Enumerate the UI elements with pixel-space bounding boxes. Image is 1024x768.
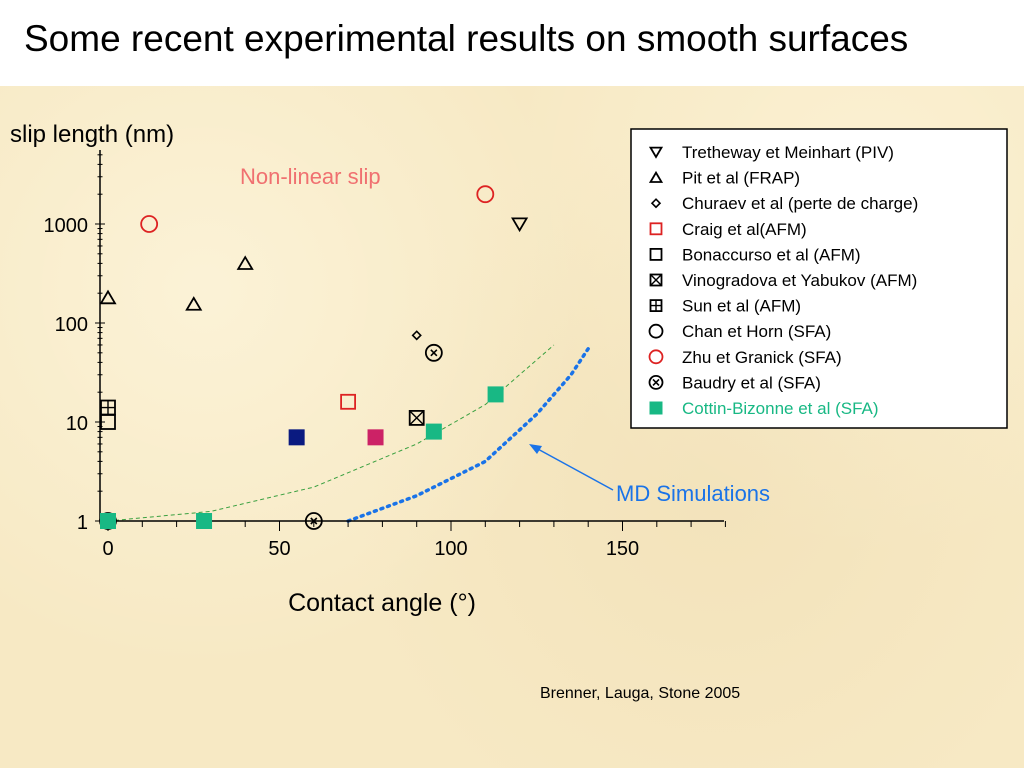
y-axis-label: slip length (nm) (10, 121, 174, 148)
legend-box (630, 128, 1008, 429)
data-point (140, 215, 159, 233)
data-point (340, 393, 357, 410)
data-point (288, 429, 305, 446)
legend-label: Bonaccurso et al (AFM) (682, 245, 861, 264)
data-point (99, 289, 117, 305)
x-tick-label: 100 (434, 538, 467, 560)
legend-marker (649, 222, 663, 236)
data-point (408, 410, 425, 426)
data-point (185, 296, 203, 311)
data-point (196, 513, 213, 529)
annotation-md-simulations: MD Simulations (616, 481, 770, 506)
legend-marker (649, 273, 663, 287)
md-arrow-head (529, 444, 542, 454)
slide-title: Some recent experimental results on smoo… (24, 18, 909, 59)
data-point (487, 386, 504, 403)
md-arrow-line (535, 447, 614, 491)
legend-label: Baudry et al (SFA) (682, 373, 821, 392)
x-tick-label: 50 (268, 538, 290, 560)
legend-label: Zhu et Granick (SFA) (682, 348, 842, 367)
data-point (424, 343, 443, 362)
y-tick-label: 1 (77, 512, 88, 534)
data-point (411, 330, 422, 341)
annotation-nonlinear-slip: Non-linear slip (240, 164, 381, 189)
legend-marker (648, 349, 664, 365)
legend-label: Chan et Horn (SFA) (682, 322, 831, 341)
legend-marker (649, 299, 663, 313)
md-simulation-curve (346, 346, 590, 523)
legend-label: Pit et al (FRAP) (682, 169, 800, 188)
legend-label: Churaev et al (perte de charge) (682, 194, 918, 213)
citation: Brenner, Lauga, Stone 2005 (540, 685, 740, 702)
legend-marker (649, 401, 663, 415)
legend-marker (649, 247, 663, 261)
legend-label: Sun et al (AFM) (682, 297, 801, 316)
legend-marker (648, 374, 664, 390)
data-point (100, 513, 116, 529)
md-arrow (529, 444, 614, 491)
data-point (236, 255, 254, 270)
data-point (100, 399, 116, 416)
data-point (511, 217, 529, 233)
x-tick-label: 0 (102, 538, 113, 560)
legend-marker (648, 323, 664, 339)
y-tick-label: 100 (55, 314, 88, 336)
legend: Tretheway et Meinhart (PIV) Pit et al (FR… (630, 128, 1008, 429)
data-point (425, 423, 442, 440)
tick-labels: 1 10 100 1000 0 50 100 150 (44, 215, 640, 560)
legend-label: Cottin-Bizonne et al (SFA) (682, 399, 879, 418)
legend-label: Tretheway et Meinhart (PIV) (682, 143, 894, 162)
nonlinear-slip-curve (107, 344, 555, 522)
legend-marker (648, 146, 664, 159)
trend-curves (107, 344, 590, 523)
x-axis-label: Contact angle (°) (288, 589, 476, 617)
data-points (99, 185, 529, 530)
data-point (304, 512, 323, 530)
legend-marker (648, 170, 664, 183)
data-point (476, 185, 495, 204)
y-tick-label: 10 (66, 413, 88, 435)
title-bar: Some recent experimental results on smoo… (0, 0, 1024, 86)
data-point (367, 429, 384, 446)
x-tick-label: 150 (606, 538, 639, 560)
legend-label: Craig et al(AFM) (682, 220, 807, 239)
legend-label: Vinogradova et Yabukov (AFM) (682, 271, 917, 290)
y-tick-label: 1000 (44, 215, 89, 237)
legend-marker (650, 198, 662, 209)
